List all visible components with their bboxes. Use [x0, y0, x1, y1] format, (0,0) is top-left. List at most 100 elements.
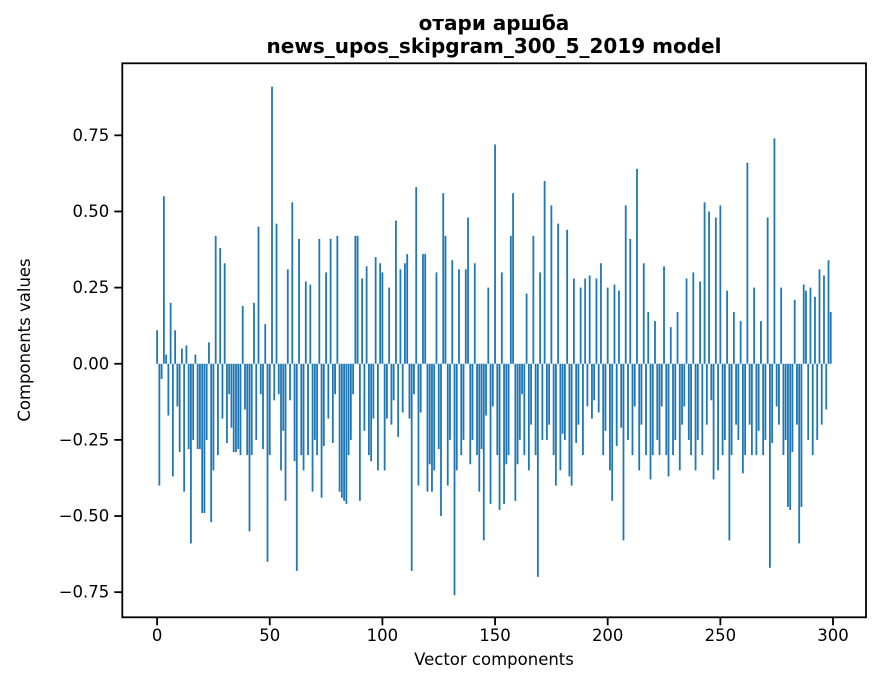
bar — [449, 363, 451, 440]
bar — [545, 363, 548, 440]
bar — [584, 278, 587, 364]
bar — [651, 363, 654, 456]
bar — [498, 363, 501, 510]
bar — [660, 363, 663, 407]
bar — [286, 269, 289, 364]
bar — [352, 363, 355, 395]
y-tick-label: 0.25 — [73, 278, 110, 297]
bar — [413, 363, 415, 395]
bar — [158, 363, 161, 486]
bar — [401, 363, 404, 413]
bar — [422, 254, 424, 364]
bar — [455, 363, 458, 471]
bar — [791, 363, 794, 453]
bar — [300, 363, 303, 456]
bar — [460, 363, 463, 456]
bar — [732, 311, 735, 364]
bar — [361, 278, 364, 364]
bar — [620, 363, 623, 428]
x-axis-ticks: 0 50 100 150 200 250 300 — [152, 617, 849, 645]
bar — [737, 363, 740, 440]
bar — [566, 229, 569, 364]
bar — [780, 287, 783, 364]
bar — [710, 363, 713, 401]
bar — [496, 363, 499, 456]
bar — [406, 254, 409, 364]
bar — [293, 363, 296, 462]
bar — [451, 260, 454, 364]
bar — [440, 363, 442, 517]
y-tick-label: 0.00 — [73, 354, 110, 373]
bar — [593, 363, 596, 401]
bar — [602, 363, 605, 456]
bar — [784, 363, 787, 440]
bar — [169, 302, 172, 364]
bar — [726, 290, 729, 364]
bar — [325, 272, 327, 364]
bar — [629, 238, 632, 364]
bar — [298, 238, 300, 364]
bar — [458, 269, 460, 364]
bar — [764, 363, 767, 440]
bar — [257, 226, 260, 364]
bars-group — [156, 86, 832, 596]
bar — [773, 138, 776, 364]
bar — [527, 363, 530, 471]
bar — [480, 363, 483, 450]
bar — [442, 193, 445, 364]
bar — [575, 363, 578, 443]
bar — [408, 363, 411, 419]
bar — [289, 363, 291, 401]
bar — [250, 363, 253, 456]
bar — [730, 363, 733, 456]
bar — [597, 363, 600, 413]
bar — [219, 248, 222, 364]
bar — [178, 363, 181, 453]
bar — [363, 363, 366, 431]
bar — [636, 168, 638, 364]
bar — [811, 363, 814, 456]
bar — [579, 287, 582, 364]
bar — [365, 266, 368, 364]
bar — [237, 363, 240, 450]
bar — [606, 287, 609, 364]
bar — [176, 363, 179, 407]
bar — [313, 363, 316, 440]
bar — [708, 211, 710, 364]
bar — [741, 363, 744, 474]
bar — [404, 263, 406, 364]
bar — [703, 202, 706, 364]
bar — [656, 363, 659, 440]
bar — [165, 354, 168, 364]
bar — [766, 217, 769, 364]
bar — [645, 363, 647, 456]
bar — [336, 235, 339, 364]
bar — [816, 363, 819, 440]
bar — [827, 260, 830, 364]
bar — [536, 363, 539, 577]
bar — [180, 348, 183, 364]
bar — [489, 363, 492, 504]
bar — [507, 363, 510, 456]
bar — [744, 363, 747, 456]
bar — [690, 363, 692, 456]
bar — [570, 363, 573, 486]
bar — [525, 293, 528, 364]
bar — [345, 363, 348, 504]
bar — [654, 321, 656, 364]
bar — [471, 363, 474, 440]
bar — [633, 363, 636, 407]
bar — [248, 363, 251, 532]
bar — [331, 363, 334, 443]
bar — [805, 290, 807, 364]
bar — [642, 263, 645, 364]
bar — [719, 205, 722, 364]
bar — [162, 196, 165, 364]
bar — [239, 363, 242, 456]
bar — [259, 363, 262, 395]
bar — [467, 217, 469, 364]
bar — [491, 363, 494, 407]
bar — [746, 162, 749, 364]
bar — [613, 284, 616, 364]
bar — [424, 254, 427, 364]
